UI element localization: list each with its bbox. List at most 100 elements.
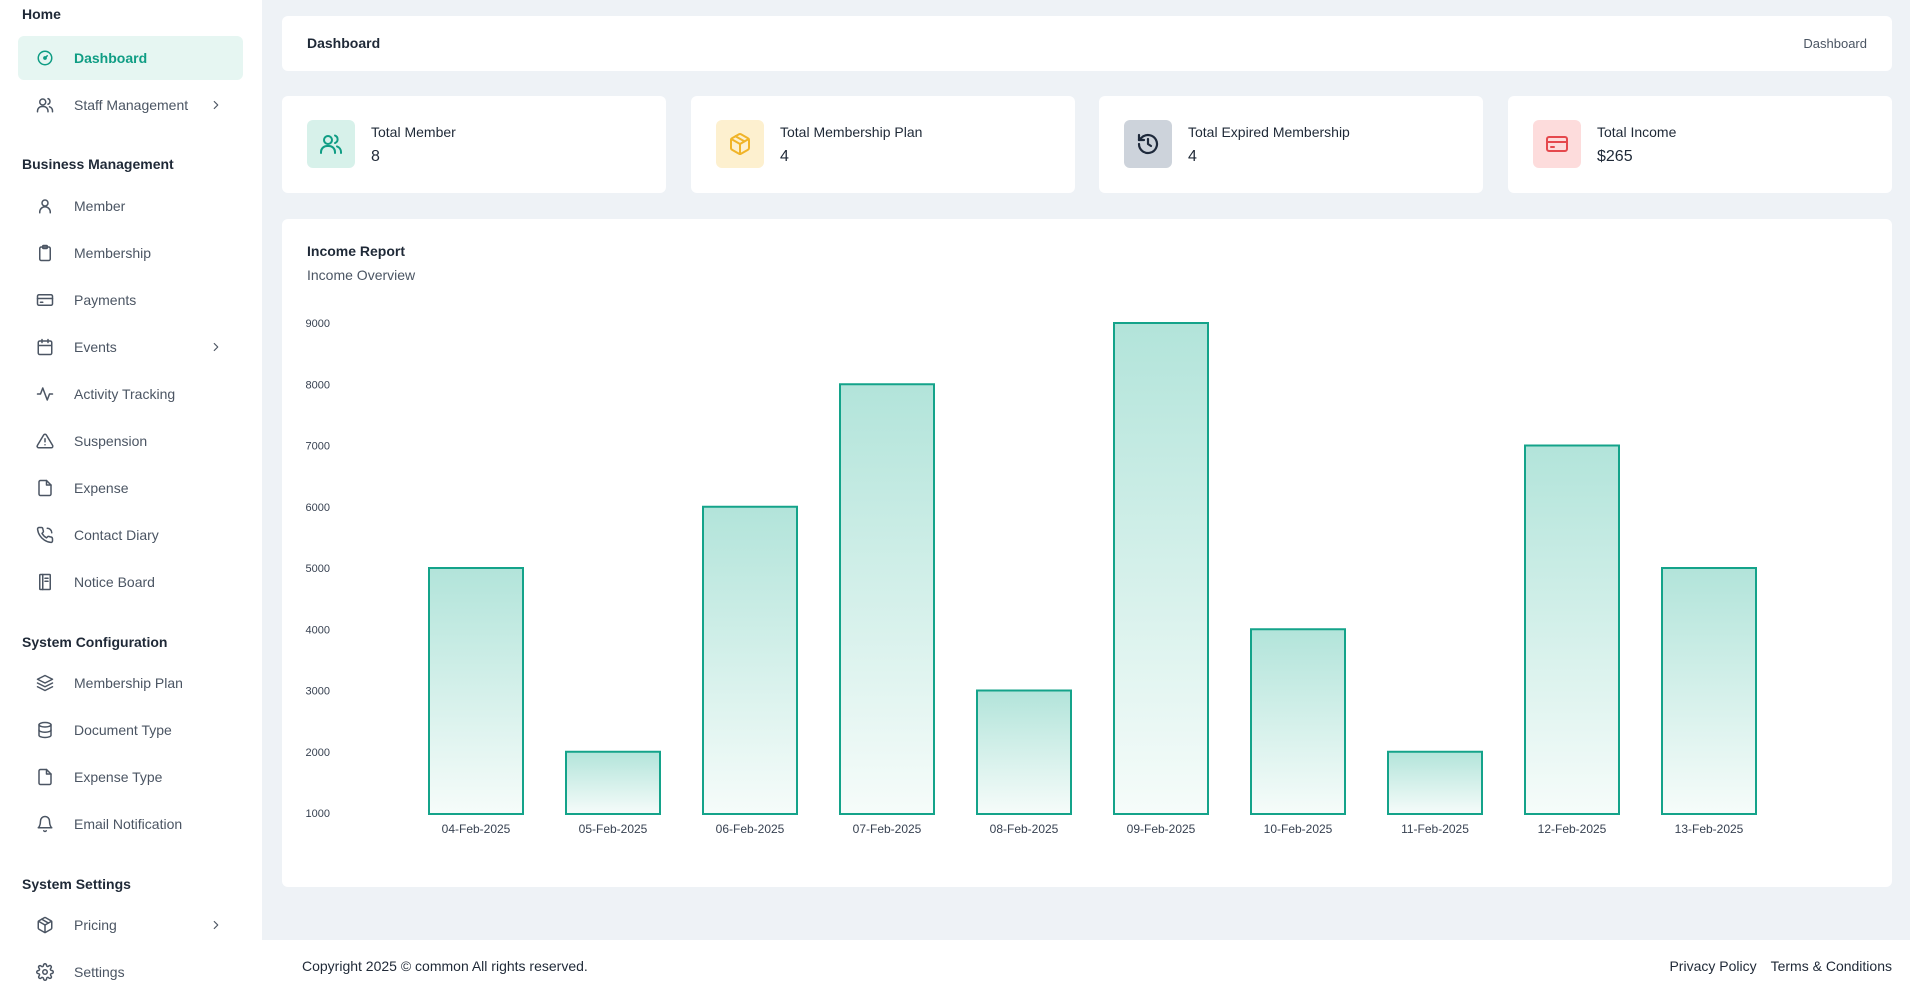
x-tick-label: 10-Feb-2025: [1264, 822, 1333, 836]
page-header: Dashboard Dashboard: [282, 16, 1892, 71]
sidebar-item-document-type[interactable]: Document Type: [18, 708, 243, 752]
page-title: Dashboard: [307, 35, 381, 51]
chart-title: Income Report: [307, 243, 406, 259]
bar-07-Feb-2025[interactable]: [839, 383, 935, 815]
file-icon: [36, 479, 54, 497]
gauge-icon: [36, 49, 54, 67]
sidebar-item-expense[interactable]: Expense: [18, 466, 243, 510]
sidebar-item-label: Email Notification: [74, 816, 183, 832]
sidebar-item-membership-plan[interactable]: Membership Plan: [18, 661, 243, 705]
gear-icon: [36, 963, 54, 981]
privacy-policy-link[interactable]: Privacy Policy: [1669, 958, 1757, 974]
users-icon: [36, 96, 54, 114]
x-tick-label: 05-Feb-2025: [579, 822, 648, 836]
y-tick-label: 5000: [306, 563, 330, 575]
stat-card-total-membership-plan: Total Membership Plan 4: [691, 96, 1075, 193]
footer: Copyright 2025 © common All rights reser…: [262, 940, 1920, 996]
bar-04-Feb-2025[interactable]: [428, 567, 524, 815]
sidebar-item-label: Expense Type: [74, 769, 163, 785]
sidebar-item-label: Dashboard: [74, 50, 148, 66]
y-tick-label: 4000: [306, 624, 330, 636]
bar-11-Feb-2025[interactable]: [1387, 750, 1483, 815]
sidebar-item-label: Suspension: [74, 433, 148, 449]
stat-label: Total Membership Plan: [780, 124, 923, 140]
bar-08-Feb-2025[interactable]: [976, 689, 1072, 815]
sidebar-item-email-notification[interactable]: Email Notification: [18, 802, 243, 846]
chevron-right-icon[interactable]: [209, 340, 223, 354]
y-tick-label: 6000: [306, 502, 330, 514]
sidebar-item-events[interactable]: Events: [18, 325, 243, 369]
layers-icon: [36, 674, 54, 692]
sidebar: Home Dashboard Staff Management Business Ma…: [0, 0, 262, 996]
database-icon: [36, 721, 54, 739]
bar-06-Feb-2025[interactable]: [702, 505, 798, 815]
sidebar-section-title: Home: [22, 6, 61, 22]
bar-10-Feb-2025[interactable]: [1250, 628, 1346, 815]
history-icon: [1124, 120, 1172, 168]
phone-icon: [36, 526, 54, 544]
chart-subtitle: Income Overview: [307, 267, 416, 283]
sidebar-item-member[interactable]: Member: [18, 184, 243, 228]
sidebar-section-title: System Settings: [22, 876, 131, 892]
user-icon: [36, 197, 54, 215]
alert-triangle-icon: [36, 432, 54, 450]
bar-09-Feb-2025[interactable]: [1113, 322, 1209, 815]
sidebar-item-label: Contact Diary: [74, 527, 159, 543]
sidebar-item-dashboard[interactable]: Dashboard: [18, 36, 243, 80]
sidebar-section-title: Business Management: [22, 156, 174, 172]
sidebar-item-notice-board[interactable]: Notice Board: [18, 560, 243, 604]
sidebar-item-staff-management[interactable]: Staff Management: [18, 83, 243, 127]
sidebar-item-payments[interactable]: Payments: [18, 278, 243, 322]
sidebar-item-pricing[interactable]: Pricing: [18, 903, 243, 947]
x-tick-label: 08-Feb-2025: [990, 822, 1059, 836]
stat-label: Total Member: [371, 124, 456, 140]
chevron-right-icon[interactable]: [209, 98, 223, 112]
sidebar-item-label: Pricing: [74, 917, 117, 933]
bar-12-Feb-2025[interactable]: [1524, 444, 1620, 815]
sidebar-item-expense-type[interactable]: Expense Type: [18, 755, 243, 799]
stat-card-total-member: Total Member 8: [282, 96, 666, 193]
stat-label: Total Income: [1597, 124, 1677, 140]
y-tick-label: 2000: [306, 747, 330, 759]
stat-label: Total Expired Membership: [1188, 124, 1350, 140]
sidebar-item-label: Events: [74, 339, 117, 355]
x-tick-label: 07-Feb-2025: [853, 822, 922, 836]
sidebar-item-settings[interactable]: Settings: [18, 950, 243, 994]
sidebar-item-label: Document Type: [74, 722, 172, 738]
y-tick-label: 1000: [306, 808, 330, 820]
terms-conditions-link[interactable]: Terms & Conditions: [1770, 958, 1892, 974]
stat-value: 8: [371, 148, 380, 165]
sidebar-item-activity-tracking[interactable]: Activity Tracking: [18, 372, 243, 416]
sidebar-item-label: Expense: [74, 480, 129, 496]
x-tick-label: 11-Feb-2025: [1401, 822, 1469, 836]
sidebar-item-suspension[interactable]: Suspension: [18, 419, 243, 463]
sidebar-item-membership[interactable]: Membership: [18, 231, 243, 275]
x-tick-label: 06-Feb-2025: [716, 822, 785, 836]
stat-value: 4: [780, 148, 789, 165]
file-icon: [36, 768, 54, 786]
sidebar-item-label: Notice Board: [74, 574, 155, 590]
sidebar-item-label: Member: [74, 198, 126, 214]
x-tick-label: 13-Feb-2025: [1675, 822, 1744, 836]
stat-value: 4: [1188, 148, 1197, 165]
breadcrumb[interactable]: Dashboard: [1803, 36, 1867, 51]
y-tick-label: 9000: [306, 318, 330, 330]
sidebar-item-contact-diary[interactable]: Contact Diary: [18, 513, 243, 557]
clipboard-icon: [36, 244, 54, 262]
y-tick-label: 8000: [306, 379, 330, 391]
y-tick-label: 3000: [306, 686, 330, 698]
calendar-icon: [36, 338, 54, 356]
x-tick-label: 09-Feb-2025: [1127, 822, 1196, 836]
bar-13-Feb-2025[interactable]: [1661, 567, 1757, 815]
stat-card-total-income: Total Income $265: [1508, 96, 1892, 193]
sidebar-item-label: Membership Plan: [74, 675, 183, 691]
package-icon: [36, 916, 54, 934]
users-icon: [307, 120, 355, 168]
credit-card-icon: [36, 291, 54, 309]
sidebar-section-title: System Configuration: [22, 634, 168, 650]
x-tick-label: 04-Feb-2025: [442, 822, 511, 836]
chevron-right-icon[interactable]: [209, 918, 223, 932]
bar-05-Feb-2025[interactable]: [565, 750, 661, 815]
activity-icon: [36, 385, 54, 403]
sidebar-item-label: Membership: [74, 245, 152, 261]
